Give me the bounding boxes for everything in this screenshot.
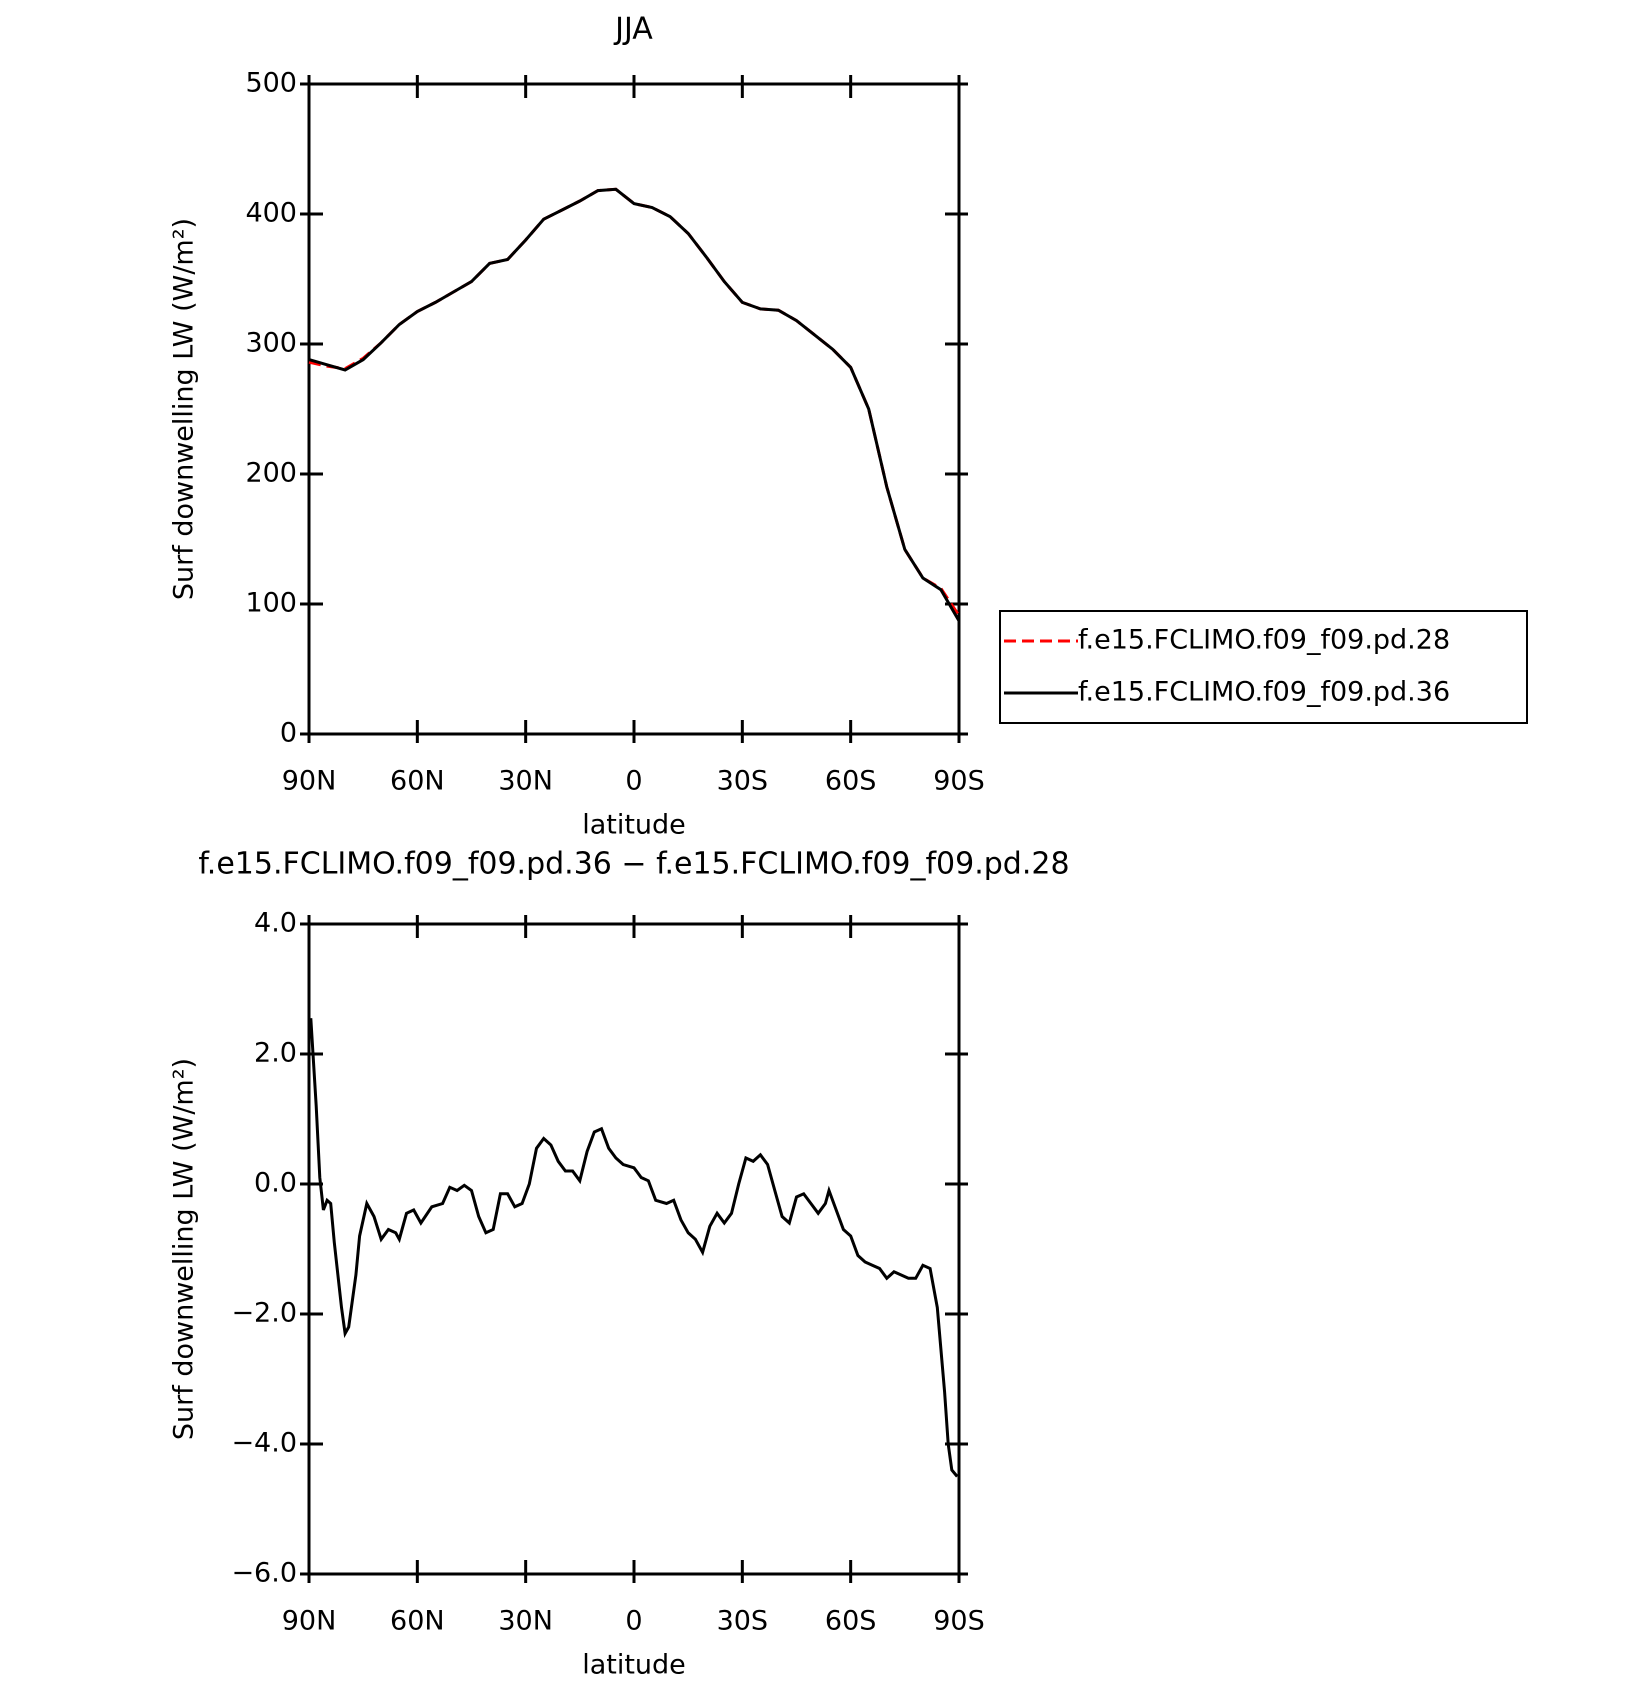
x-tick-label: 90S xyxy=(933,766,985,797)
y-tick-label: 400 xyxy=(245,198,297,229)
y-axis-label: Surf downwelling LW (W/m²) xyxy=(169,218,200,600)
y-tick-label: 300 xyxy=(245,328,297,359)
x-tick-label: 90N xyxy=(282,766,337,797)
x-tick-label: 30N xyxy=(498,1606,553,1637)
chart-title: JJA xyxy=(613,12,653,47)
x-axis-label: latitude xyxy=(582,1650,686,1681)
x-tick-label: 0 xyxy=(625,766,642,797)
y-tick-label: −4.0 xyxy=(231,1428,297,1459)
x-tick-label: 60S xyxy=(825,1606,877,1637)
y-axis-label: Surf downwelling LW (W/m²) xyxy=(169,1058,200,1440)
x-tick-label: 60S xyxy=(825,766,877,797)
y-tick-label: 4.0 xyxy=(254,908,297,939)
y-tick-label: −6.0 xyxy=(231,1558,297,1589)
plot-frame xyxy=(307,922,961,1576)
legend-label: f.e15.FCLIMO.f09_f09.pd.36 xyxy=(1078,677,1450,708)
legend-label: f.e15.FCLIMO.f09_f09.pd.28 xyxy=(1078,625,1450,656)
x-axis-label: latitude xyxy=(582,810,686,841)
data-line xyxy=(308,187,961,622)
y-tick-label: 100 xyxy=(245,588,297,619)
y-tick-label: 0.0 xyxy=(254,1168,297,1199)
x-tick-label: 30N xyxy=(498,766,553,797)
y-tick-label: 200 xyxy=(245,458,297,489)
x-tick-label: 60N xyxy=(390,766,445,797)
y-tick-label: 0 xyxy=(280,718,297,749)
y-tick-label: 2.0 xyxy=(254,1038,297,1069)
x-tick-label: 30S xyxy=(717,766,769,797)
plot-frame xyxy=(307,82,961,736)
y-tick-label: −2.0 xyxy=(231,1298,297,1329)
x-tick-label: 60N xyxy=(390,1606,445,1637)
chart-title: f.e15.FCLIMO.f09_f09.pd.36 − f.e15.FCLIM… xyxy=(198,847,1069,882)
x-tick-label: 90N xyxy=(282,1606,337,1637)
data-line xyxy=(308,187,961,617)
y-tick-label: 500 xyxy=(245,68,297,99)
legend-box xyxy=(999,610,1528,724)
x-tick-label: 0 xyxy=(625,1606,642,1637)
data-line xyxy=(309,1018,959,1478)
x-tick-label: 90S xyxy=(933,1606,985,1637)
x-tick-label: 30S xyxy=(717,1606,769,1637)
